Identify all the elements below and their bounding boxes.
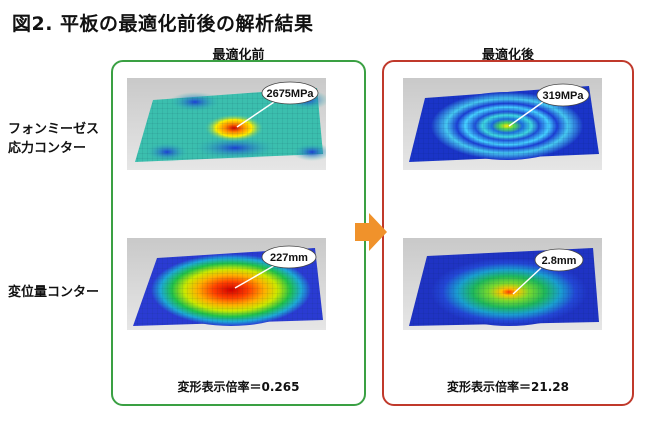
- stress-row-label-line2: 応力コンター: [8, 141, 87, 156]
- after-stress-plot: 319MPa: [403, 78, 602, 170]
- before-disp-callout: 227mm: [270, 252, 308, 264]
- after-disp-plot: 2.8mm: [403, 238, 602, 330]
- before-stress-plot: 2675MPa: [127, 78, 326, 170]
- after-stress-callout: 319MPa: [543, 90, 585, 102]
- stress-row-label-line1: フォンミーゼス: [8, 122, 100, 137]
- after-disp-callout: 2.8mm: [542, 255, 577, 267]
- stress-row-label: フォンミーゼス 応力コンター: [8, 120, 99, 158]
- before-disp-plot: 227mm: [127, 238, 326, 330]
- before-stress-callout: 2675MPa: [266, 88, 314, 100]
- right-arrow-icon: [355, 213, 387, 251]
- after-scale-caption: 変形表示倍率＝21.28: [447, 380, 569, 394]
- before-scale-caption: 変形表示倍率＝0.265: [177, 380, 300, 394]
- after-heading: 最適化後: [481, 48, 534, 63]
- before-heading: 最適化前: [212, 48, 265, 63]
- disp-row-label: 変位量コンター: [8, 285, 100, 300]
- figure-title: 図2. 平板の最適化前後の解析結果: [12, 13, 314, 35]
